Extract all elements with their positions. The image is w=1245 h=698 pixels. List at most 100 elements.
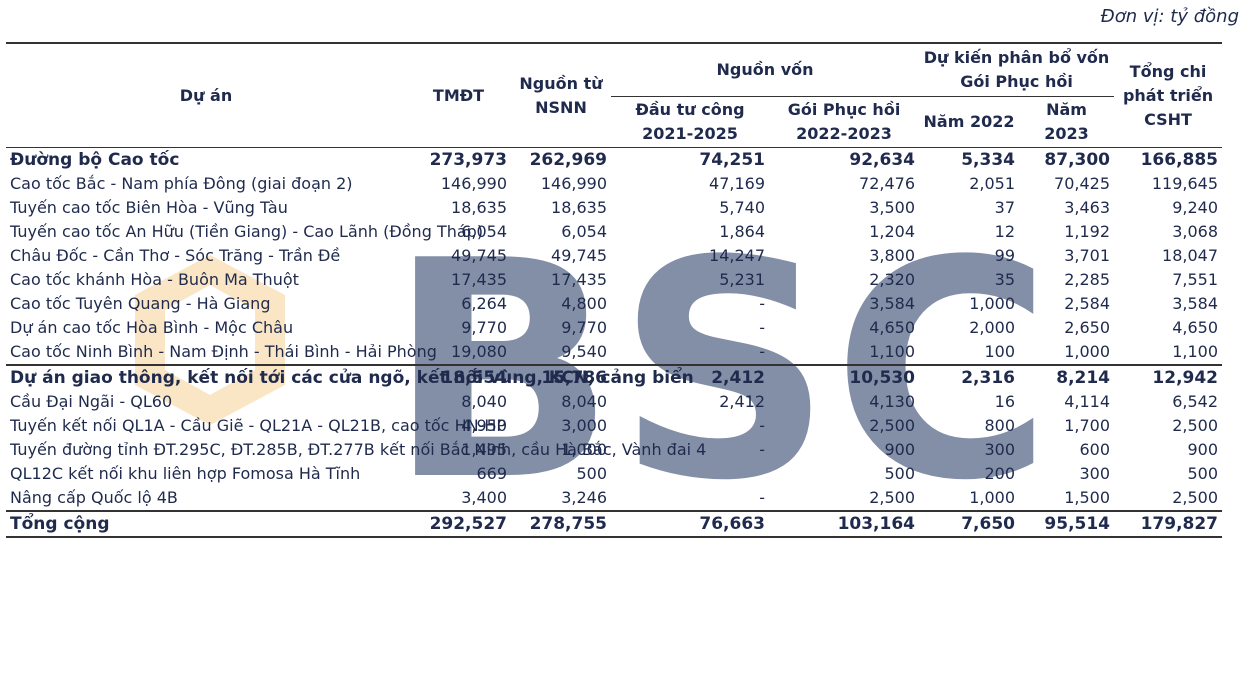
value-cell: 3,584 (869, 294, 915, 313)
value-cell: 2,584 (1064, 294, 1111, 313)
table-row: Cao tốc Ninh Bình - Nam Định - Thái Bình… (6, 340, 1222, 365)
value-cell: 262,969 (529, 150, 607, 170)
value-cell: 300 (1079, 464, 1111, 483)
value-cell: 500 (884, 464, 915, 483)
value-cell: 3,000 (561, 416, 607, 435)
value-cell: 3,584 (1172, 294, 1219, 313)
value-cell: 1,192 (1064, 222, 1111, 241)
project-name: Cầu Đại Ngãi - QL60 (10, 392, 173, 411)
value-cell: 900 (1187, 440, 1219, 459)
table-row: Cao tốc Bắc - Nam phía Đông (giai đoạn 2… (6, 172, 1222, 196)
table-row: Cao tốc khánh Hòa - Buôn Ma Thuột 17,435 1… (6, 268, 1222, 292)
value-cell: 3,246 (561, 488, 607, 507)
project-name: Dự án giao thông, kết nối tới các cửa ng… (6, 364, 694, 390)
value-cell: 7,650 (919, 510, 1019, 538)
value-cell: 9,540 (561, 342, 607, 361)
value-cell: 12 (994, 222, 1015, 241)
table-row: Cầu Đại Ngãi - QL60 8,040 8,040 2,412 4,130 1… (6, 390, 1222, 414)
value-cell: 119,645 (1151, 174, 1219, 193)
value-cell: 72,476 (859, 174, 915, 193)
header-y2023: Năm 2023 (1019, 96, 1115, 148)
value-cell: 19,080 (451, 342, 507, 361)
value-cell: 1,100 (1172, 342, 1219, 361)
value-cell: 7,551 (1172, 270, 1219, 289)
project-name: Tổng cộng (6, 510, 406, 538)
value-cell: 8,040 (461, 392, 507, 411)
value-cell: 18,635 (551, 198, 607, 217)
header-public-invest: Đầu tư công 2021-2025 (611, 96, 769, 148)
value-cell: 17,435 (451, 270, 507, 289)
value-cell: 15,786 (511, 364, 611, 390)
value-cell: 1,100 (869, 342, 915, 361)
value-cell: 1,204 (869, 222, 915, 241)
value-cell: 600 (1079, 440, 1111, 459)
value-cell: 47,169 (709, 174, 765, 193)
group-row: Đường bộ Cao tốc 273,973 262,969 74,251 92,6… (6, 148, 1222, 173)
value-cell: 669 (476, 464, 507, 483)
value-cell: 3,400 (461, 488, 507, 507)
value-cell: 87,300 (1044, 150, 1111, 170)
project-name: Cao tốc Ninh Bình - Nam Định - Thái Bình… (10, 342, 437, 361)
table-row: Tuyến cao tốc An Hữu (Tiền Giang) - Cao … (6, 220, 1222, 244)
header-alloc-group: Dự kiến phân bổ vốn Gói Phục hồi (919, 42, 1115, 97)
value-cell: 500 (576, 464, 607, 483)
project-name: Cao tốc Tuyên Quang - Hà Giang (10, 294, 271, 313)
table-row: Nâng cấp Quốc lộ 4B 3,400 3,246 - 2,500 1,000… (6, 486, 1222, 511)
value-cell: 500 (1187, 464, 1219, 483)
value-cell: 4,800 (561, 294, 607, 313)
value-cell: 74,251 (699, 150, 765, 170)
value-cell: 2,500 (869, 488, 915, 507)
project-name: Cao tốc khánh Hòa - Buôn Ma Thuột (10, 270, 299, 289)
value-cell: 2,500 (1172, 416, 1219, 435)
value-cell: 2,412 (719, 392, 765, 411)
value-cell: - (759, 416, 765, 435)
project-name: Cao tốc Bắc - Nam phía Đông (giai đoạn 2… (10, 174, 353, 193)
project-name: Nâng cấp Quốc lộ 4B (10, 488, 178, 507)
value-cell: 2,500 (869, 416, 915, 435)
value-cell: 1,000 (969, 488, 1015, 507)
table-row: Tuyến kết nối QL1A - Cầu Giẽ - QL21A - Q… (6, 414, 1222, 438)
header-funding-group: Nguồn vốn (611, 42, 919, 97)
project-name: Tuyến kết nối QL1A - Cầu Giẽ - QL21A - Q… (10, 416, 507, 435)
value-cell: 4,114 (1064, 392, 1111, 411)
value-cell: 99 (994, 246, 1015, 265)
value-cell: 3,463 (1064, 198, 1111, 217)
value-cell: 2,650 (1064, 318, 1111, 337)
value-cell: 16 (994, 392, 1015, 411)
value-cell: 4,950 (461, 416, 507, 435)
header-y2022: Năm 2022 (919, 96, 1019, 148)
value-cell: 18,554 (406, 364, 511, 390)
header-tmdt: TMĐT (406, 42, 511, 148)
value-cell: 35 (994, 270, 1015, 289)
value-cell: 278,755 (511, 510, 611, 538)
value-cell: 2,320 (869, 270, 915, 289)
value-cell: - (759, 318, 765, 337)
project-name: Châu Đốc - Cần Thơ - Sóc Trăng - Trần Đề (10, 246, 341, 265)
value-cell: 900 (884, 440, 915, 459)
group-row: Dự án giao thông, kết nối tới các cửa ng… (6, 364, 1223, 390)
value-cell: 18,047 (1162, 246, 1219, 265)
value-cell (611, 462, 769, 486)
funding-table: Dự án TMĐT Nguồn từ NSNN Nguồn vốn Dự ki… (6, 42, 1223, 538)
value-cell: 49,745 (451, 246, 507, 265)
value-cell: - (759, 440, 765, 459)
value-cell: 70,425 (1054, 174, 1111, 193)
value-cell: 8,040 (561, 392, 607, 411)
value-cell: 4,650 (1172, 318, 1219, 337)
value-cell: 4,650 (869, 318, 915, 337)
value-cell: 9,240 (1172, 198, 1219, 217)
value-cell: 273,973 (429, 150, 507, 170)
value-cell: 292,527 (406, 510, 511, 538)
value-cell: 2,316 (919, 364, 1019, 390)
value-cell: 9,770 (461, 318, 507, 337)
value-cell: 49,745 (551, 246, 607, 265)
value-cell: 5,231 (719, 270, 765, 289)
value-cell: 1,000 (1064, 342, 1111, 361)
value-cell: 3,800 (869, 246, 915, 265)
header-project: Dự án (6, 42, 406, 148)
value-cell: 1,700 (1064, 416, 1111, 435)
project-name: Đường bộ Cao tốc (10, 150, 180, 170)
value-cell: 12,942 (1114, 364, 1223, 390)
value-cell: 37 (994, 198, 1015, 217)
value-cell: 2,412 (611, 364, 769, 390)
